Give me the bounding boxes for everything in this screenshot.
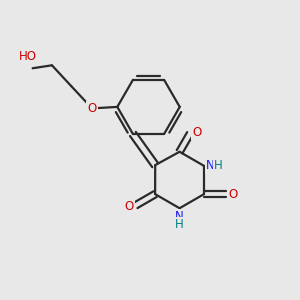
Text: O: O: [87, 102, 97, 115]
Text: N: N: [175, 210, 184, 223]
Text: O: O: [125, 200, 134, 213]
Text: H: H: [214, 159, 223, 172]
Text: N: N: [206, 159, 215, 172]
Text: H: H: [175, 218, 184, 231]
Text: O: O: [228, 188, 238, 201]
Text: HO: HO: [19, 50, 37, 63]
Text: O: O: [192, 126, 201, 139]
